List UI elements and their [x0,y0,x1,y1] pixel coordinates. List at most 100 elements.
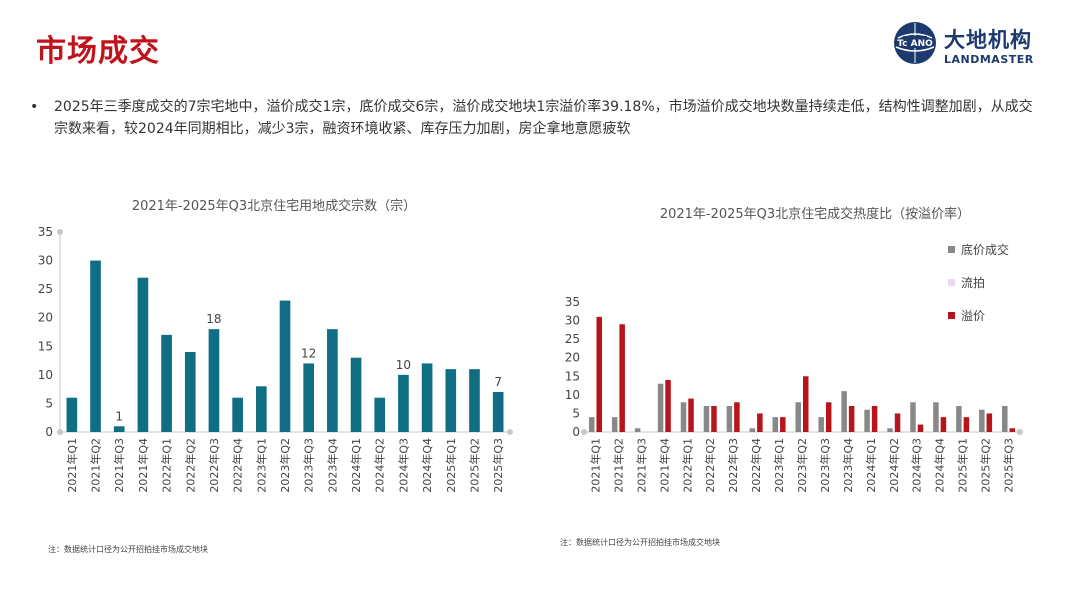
chart2-xtick: 2025年Q3 [1002,438,1016,493]
chart1-bar [421,363,433,432]
chart1-ytick: 5 [45,396,53,410]
chart2-xtick: 2024年Q4 [933,438,947,493]
chart2-xtick: 2025年Q2 [979,438,993,493]
chart1-xtick: 2023年Q3 [302,438,316,493]
chart1-ytick: 20 [38,311,53,325]
chart2-bar-premium [780,417,786,432]
chart1-bar [492,392,504,432]
chart2-ytick: 30 [565,314,580,328]
chart2-bar-floor-price [703,406,710,432]
chart1-xtick: 2021年Q2 [89,438,103,493]
chart2-bar-floor-price [588,417,595,432]
logo-text-en: LANDMASTER [944,53,1034,66]
chart1-xtick: 2022年Q2 [183,438,197,493]
chart2-bar-floor-price [910,402,916,432]
chart2-xtick: 2024年Q2 [887,438,901,493]
chart2-xtick: 2022年Q2 [703,438,717,493]
chart2-bar-premium [963,417,970,432]
chart1-data-label: 12 [301,346,316,360]
chart1-xtick: 2025年Q3 [491,438,505,493]
chart2-legend-swatch [948,246,955,253]
chart2-ytick: 15 [565,369,580,383]
chart2-ytick: 35 [565,295,580,309]
chart1-bar [208,329,220,432]
chart1-axis-top-dot [57,229,63,235]
chart2-bar-premium [871,406,878,432]
chart2-bar-floor-price [956,406,962,432]
chart2-bar-floor-price [772,417,779,432]
chart2-bar-premium [803,376,809,432]
chart-premium-heat: 2021年-2025年Q3北京住宅成交热度比（按溢价率） 0 5 10 15 20 25 30… [565,206,1023,493]
chart2-bar-premium [757,413,763,432]
chart2-bar-floor-price [818,417,824,432]
chart2-axis-origin-dot [581,429,587,435]
chart2-xtick: 2023年Q4 [841,438,855,493]
chart2-legend-swatch [948,279,955,286]
chart2-bar-floor-price [634,428,641,432]
chart1-bar [255,386,267,432]
logo-globe-icon: Tc ANO [894,22,936,64]
chart1-xtick: 2022年Q4 [231,438,245,493]
chart-note-left: 注：数据统计口径为公开招拍挂市场成交地块 [48,545,208,554]
chart1-bar [90,260,101,432]
chart1-xtick: 2024年Q2 [373,438,387,493]
chart1-bar [374,397,386,432]
chart2-xtick: 2021年Q3 [634,438,648,493]
chart2-xtick: 2021年Q4 [657,438,671,493]
chart2-bar-floor-price [1002,406,1008,432]
chart1-xtick: 2023年Q4 [325,438,339,493]
chart1-axis-end-dot [507,429,513,435]
chart1-xtick: 2021年Q3 [112,438,126,493]
chart2-legend-label: 溢价 [961,309,985,323]
chart2-bar-floor-price [933,402,939,432]
chart1-xtick: 2023年Q1 [254,438,268,493]
logo-mark-text: Tc ANO [897,39,933,49]
chart2-bar-premium [734,402,740,432]
chart1-data-label: 10 [396,358,411,372]
chart1-data-label: 18 [206,312,221,326]
chart2-bar-premium [940,417,947,432]
summary-text: 2025年三季度成交的7宗宅地中，溢价成交1宗，底价成交6宗，溢价成交地块1宗溢… [54,99,1033,137]
chart2-xtick: 2024年Q1 [864,438,878,493]
chart2-xtick: 2023年Q3 [818,438,832,493]
chart1-title: 2021年-2025年Q3北京住宅用地成交宗数（宗） [132,198,416,214]
chart1-ytick: 10 [38,368,53,382]
chart2-bar-floor-price [795,402,801,432]
chart-note-right: 注：数据统计口径为公开招拍挂市场成交地块 [560,538,720,547]
chart1-bar [445,369,457,432]
chart2-ytick: 10 [565,388,580,402]
chart1-xtick: 2024年Q1 [349,438,363,493]
chart1-xtick: 2022年Q1 [160,438,174,493]
chart2-xtick: 2021年Q2 [611,438,625,493]
chart2-xtick: 2022年Q1 [680,438,694,493]
chart2-bar-floor-price [657,383,664,432]
chart1-bar [161,334,172,432]
chart2-xtick: 2022年Q4 [749,438,763,493]
chart1-xtick: 2021年Q4 [136,438,150,493]
brand-logo: Tc ANO 大地机构 LANDMASTER [892,20,1062,76]
chart1-axis-origin-dot [57,429,63,435]
chart1-bar [66,397,78,432]
chart2-bar-floor-price [749,428,756,432]
chart2-bar-premium [596,316,602,432]
chart1-bar [232,397,243,432]
chart1-xtick: 2024年Q3 [396,438,410,493]
chart1-ytick: 15 [38,339,53,353]
page-title: 市场成交 [36,34,160,69]
chart2-legend-swatch [948,312,955,319]
chart1-bar [350,357,362,432]
chart2-xtick: 2025年Q1 [956,438,970,493]
chart2-bar-premium [619,324,625,432]
chart2-bar-floor-price [864,409,870,432]
chart2-bar-floor-price [979,409,985,432]
chart1-bar [327,329,338,432]
chart2-bar-premium [917,424,924,432]
chart2-xtick: 2023年Q1 [772,438,786,493]
chart1-xtick: 2025年Q2 [467,438,481,493]
chart1-bar [303,363,315,432]
chart2-bar-premium [1009,428,1016,432]
chart2-legend-label: 流拍 [961,275,985,290]
chart2-bar-premium [825,402,832,432]
chart1-xtick: 2021年Q1 [65,438,79,493]
chart1-xtick: 2023年Q2 [278,438,292,493]
